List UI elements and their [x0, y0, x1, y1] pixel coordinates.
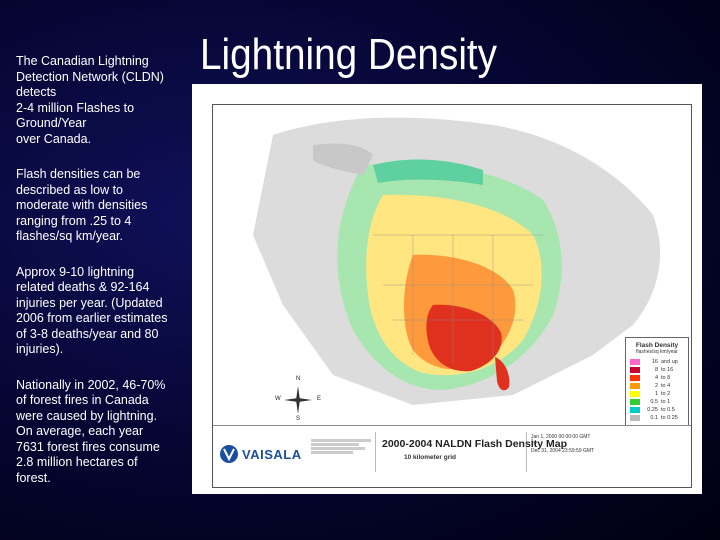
- paragraph-deaths-injuries: Approx 9-10 lightning related deaths & 9…: [16, 264, 168, 357]
- legend: Flash Density flashes/sq km/year 16 and u…: [625, 337, 689, 455]
- legend-range: to 1: [661, 399, 671, 405]
- legend-row: 0.25 to 0.5: [626, 406, 688, 414]
- legend-range: to 4: [661, 383, 671, 389]
- map-footer: VAISALA 2000-2004 NALDN Flash Density Ma…: [213, 425, 691, 487]
- legend-swatch: [630, 415, 640, 421]
- map-title-box: 2000-2004 NALDN Flash Density Map 10 kil…: [375, 432, 567, 472]
- side-text: The Canadian Lightning Detection Network…: [16, 54, 188, 506]
- legend-range: to 0.25: [661, 415, 678, 421]
- legend-value: 1: [654, 391, 658, 397]
- vaisala-logo-icon: [220, 445, 238, 463]
- legend-swatch: [630, 375, 640, 381]
- map-subtitle: 10 kilometer grid: [404, 454, 457, 461]
- compass-s: S: [296, 416, 301, 422]
- legend-row: 4 to 8: [626, 374, 688, 382]
- legend-swatch: [630, 383, 640, 389]
- compass-icon: [284, 386, 312, 414]
- legend-value: 2: [654, 383, 658, 389]
- paragraph-cldn: The Canadian Lightning Detection Network…: [16, 54, 164, 146]
- legend-unit: flashes/sq km/year: [636, 349, 678, 355]
- legend-row: 16 and up: [626, 358, 688, 366]
- vaisala-logo: VAISALA: [219, 440, 309, 468]
- legend-swatch: [630, 399, 640, 405]
- legend-range: and up: [661, 359, 678, 365]
- legend-swatch: [630, 391, 640, 397]
- legend-rows: 16 and up 8 to 16 4 to 8 2 to 4 1 to 2 0.5 to 1 0.25…: [626, 358, 688, 422]
- legend-range: to 2: [661, 391, 671, 397]
- brand-name: VAISALA: [242, 446, 302, 462]
- legend-range: to 8: [661, 375, 671, 381]
- legend-value: 16: [651, 359, 658, 365]
- legend-range: to 16: [661, 367, 674, 373]
- legend-row: 0.5 to 1: [626, 398, 688, 406]
- legend-range: to 0.5: [661, 407, 675, 413]
- flash-density-map: N S W E Flash Density flashes/sq km/year…: [192, 84, 702, 494]
- legend-row: 0.1 to 0.25: [626, 414, 688, 422]
- legend-value: 4: [654, 375, 658, 381]
- legend-value: 8: [654, 367, 658, 373]
- compass-rose: N S W E: [275, 376, 321, 422]
- legend-value: 0.5: [650, 399, 658, 405]
- legend-swatch: [630, 359, 640, 365]
- compass-n: N: [296, 376, 301, 382]
- legend-value: 0.1: [650, 415, 658, 421]
- legend-row: 1 to 2: [626, 390, 688, 398]
- fine-print: [311, 438, 371, 455]
- map-title: 2000-2004 NALDN Flash Density Map: [382, 438, 567, 450]
- paragraph-flash-densities: Flash densities can be described as low …: [16, 167, 148, 243]
- paragraph-forest-fires: Nationally in 2002, 46-70% of forest fir…: [16, 377, 166, 485]
- legend-swatch: [630, 407, 640, 413]
- legend-row: 8 to 16: [626, 366, 688, 374]
- date-range: Jan 1, 2000 00:00:00 GMT To Dec 31, 2004…: [531, 434, 595, 454]
- legend-value: 0.25: [647, 407, 658, 413]
- slide-title: Lightning Density: [200, 30, 498, 79]
- legend-row: 2 to 4: [626, 382, 688, 390]
- legend-title: Flash Density: [635, 342, 679, 349]
- compass-w: W: [275, 396, 281, 402]
- legend-swatch: [630, 367, 640, 373]
- north-america-map: [213, 105, 691, 425]
- map-panel: N S W E Flash Density flashes/sq km/year…: [212, 104, 692, 488]
- compass-e: E: [317, 396, 322, 402]
